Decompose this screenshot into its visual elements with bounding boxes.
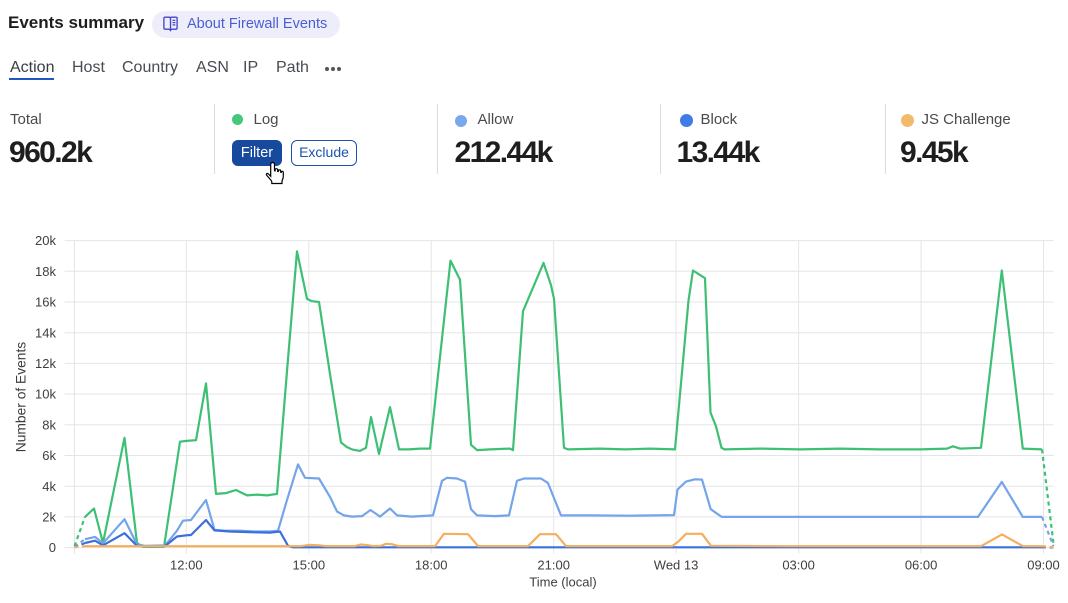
svg-text:8k: 8k xyxy=(42,417,56,432)
svg-text:03:00: 03:00 xyxy=(782,558,815,573)
svg-text:18:00: 18:00 xyxy=(415,558,448,573)
svg-text:14k: 14k xyxy=(35,325,56,340)
svg-text:18k: 18k xyxy=(35,264,56,279)
svg-text:16k: 16k xyxy=(35,295,56,310)
svg-text:10k: 10k xyxy=(35,387,56,402)
svg-text:21:00: 21:00 xyxy=(537,558,570,573)
svg-text:2k: 2k xyxy=(42,510,56,525)
svg-text:12:00: 12:00 xyxy=(170,558,203,573)
svg-text:6k: 6k xyxy=(42,448,56,463)
svg-text:20k: 20k xyxy=(35,233,56,248)
svg-text:Wed 13: Wed 13 xyxy=(654,558,699,573)
svg-text:06:00: 06:00 xyxy=(905,558,938,573)
svg-text:Time (local): Time (local) xyxy=(529,575,596,590)
svg-text:15:00: 15:00 xyxy=(293,558,326,573)
svg-text:0: 0 xyxy=(49,540,56,555)
svg-text:4k: 4k xyxy=(42,479,56,494)
svg-text:12k: 12k xyxy=(35,356,56,371)
svg-text:Number of Events: Number of Events xyxy=(13,342,28,453)
svg-text:09:00: 09:00 xyxy=(1027,558,1060,573)
